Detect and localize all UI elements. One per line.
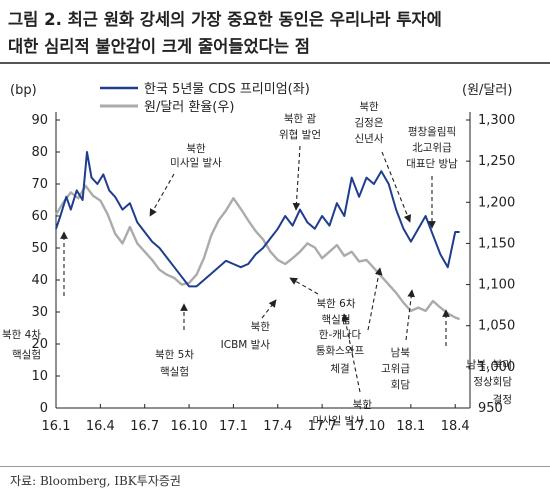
- annotation-text: 남북, 북미: [467, 359, 512, 371]
- annotation-arrow: [289, 277, 319, 295]
- right-tick-label: 1,200: [478, 195, 515, 210]
- annotation-arrow: [292, 145, 301, 211]
- annotation-text: 고위급: [381, 362, 410, 375]
- legend-label: 한국 5년물 CDS 프리미엄(좌): [144, 82, 310, 97]
- annotation-4: 북한 ICBM 발사: [221, 299, 277, 351]
- source-note: 자료: Bloomberg, IBK투자증권: [10, 474, 181, 488]
- series-fx-line: [54, 184, 461, 321]
- left-tick-label: 90: [31, 113, 48, 128]
- annotation-text: 남북: [391, 347, 411, 359]
- x-tick-label: 17.4: [263, 419, 292, 434]
- right-tick-label: 1,250: [478, 154, 515, 169]
- left-tick-label: 50: [31, 241, 48, 256]
- annotation-text: ICBM 발사: [221, 339, 271, 351]
- series-layer: [54, 151, 461, 321]
- annotation-text: 북한: [353, 399, 373, 411]
- x-tick-label: 17.1: [219, 419, 248, 434]
- left-tick-label: 20: [31, 337, 48, 352]
- annotation-arrow: [367, 267, 383, 331]
- title-divider: [0, 62, 550, 64]
- left-tick-label: 80: [31, 145, 48, 160]
- annotation-5: 북한 괌위협 발언: [279, 113, 321, 211]
- annotation-arrow: [149, 173, 175, 217]
- annotation-text: 미사일 발사: [312, 414, 364, 427]
- right-tick-label: 1,150: [478, 236, 515, 251]
- x-tick-label: 16.7: [130, 419, 159, 434]
- annotation-text: 북한 괌: [284, 113, 317, 125]
- annotation-text: 정상회담: [473, 376, 512, 388]
- right-axis-unit: (원/달러): [462, 83, 512, 98]
- series-cds-line: [55, 151, 460, 288]
- axes-layer: 0 10 20 30 40 50 60 70 80 90 950 1,000 1,050 1,100 1,1…: [10, 83, 515, 434]
- annotation-text: 대표단 방남: [406, 158, 458, 170]
- right-tick-label: 1,000: [478, 360, 515, 375]
- x-tick-label: 16.1: [42, 419, 71, 434]
- right-tick-label: 1,300: [478, 113, 515, 128]
- annotation-text: 북한 4차: [2, 329, 41, 341]
- x-tick-label: 18.4: [441, 419, 470, 434]
- annotation-text: 북한 6차: [317, 298, 356, 310]
- annotation-text: 위협 발언: [279, 128, 321, 141]
- cds-fx-chart: 0 10 20 30 40 50 60 70 80 90 950 1,000 1,050 1,100 1,1…: [2, 82, 515, 434]
- annotation-text: 북한: [359, 101, 379, 113]
- left-tick-label: 0: [40, 401, 48, 416]
- annotation-text: 회담: [391, 379, 411, 391]
- annotation-text: 신년사: [355, 133, 384, 145]
- left-tick-label: 60: [31, 209, 48, 224]
- left-axis-unit: (bp): [10, 83, 37, 98]
- annotation-text: 북한: [186, 143, 206, 155]
- figure-title: 그림 2. 최근 원화 강세의 가장 중요한 동인은 우리나라 투자에 대한 심…: [8, 6, 544, 60]
- annotation-arrow: [381, 151, 412, 223]
- source-divider: [0, 466, 550, 467]
- annotation-text: 북한 5차: [155, 349, 194, 361]
- figure-title-line-1: 그림 2. 최근 원화 강세의 가장 중요한 동인은 우리나라 투자에: [8, 10, 442, 29]
- annotation-text: 핵실험: [12, 349, 41, 361]
- annotation-text: 평창올림픽: [408, 126, 456, 138]
- right-tick-label: 1,050: [478, 319, 515, 334]
- annotation-arrow: [341, 313, 361, 393]
- annotation-arrow: [261, 299, 277, 319]
- annotation-text: 북한: [251, 321, 271, 333]
- x-tick-label: 17.10: [348, 419, 385, 434]
- legend: 한국 5년물 CDS 프리미엄(좌) 원/달러 환율(우): [100, 82, 310, 115]
- annotation-text: 핵실험: [160, 366, 189, 378]
- left-tick-label: 70: [31, 177, 48, 192]
- x-tick-label: 17.7: [308, 419, 337, 434]
- left-tick-label: 10: [31, 369, 48, 384]
- annotation-text: 결정: [493, 394, 512, 406]
- figure-title-line-2: 대한 심리적 불안감이 크게 줄어들었다는 점: [8, 37, 310, 56]
- right-tick-label: 1,100: [478, 278, 515, 293]
- x-tick-label: 16.4: [86, 419, 115, 434]
- legend-label: 원/달러 환율(우): [144, 100, 234, 115]
- annotation-text: 미사일 발사: [170, 156, 222, 169]
- left-tick-label: 40: [31, 273, 48, 288]
- annotation-text: 김정은: [355, 117, 384, 129]
- annotation-text: 체결: [330, 363, 349, 375]
- right-tick-label: 950: [478, 401, 503, 416]
- annotation-text: 한-캐나다: [319, 329, 362, 341]
- left-tick-label: 30: [31, 305, 48, 320]
- annotation-arrow: [405, 289, 415, 341]
- x-tick-label: 18.1: [396, 419, 425, 434]
- annotation-text: 핵실험: [322, 314, 351, 326]
- annotation-text: 北고위급: [412, 141, 452, 154]
- x-tick-label: 16.10: [170, 419, 207, 434]
- annotation-text: 통화스와프: [316, 345, 365, 357]
